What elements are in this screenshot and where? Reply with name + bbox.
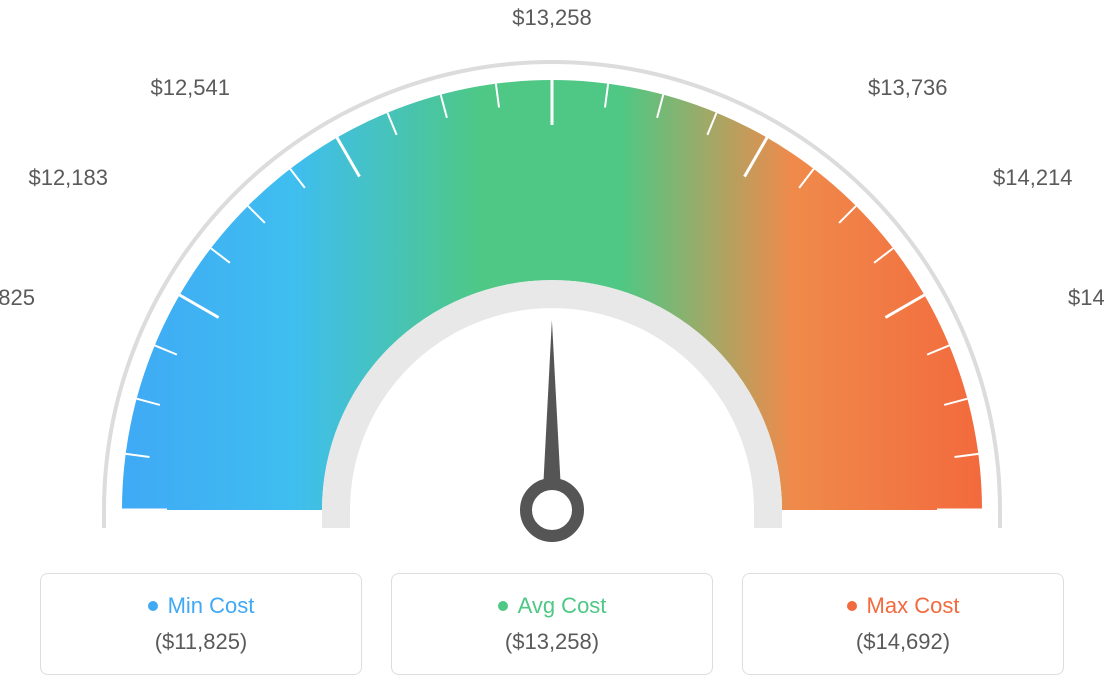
legend-title-max: Max Cost — [847, 593, 960, 619]
legend-card-avg: Avg Cost ($13,258) — [391, 573, 713, 675]
gauge-area: $11,825 $12,183 $12,541 $13,258 $13,736 $14,2… — [0, 0, 1104, 560]
legend-value: ($13,258) — [505, 629, 599, 655]
legend-label: Min Cost — [168, 593, 255, 619]
gauge-tick-label: $14,692 — [1068, 285, 1104, 311]
gauge-tick-label: $13,258 — [512, 5, 592, 31]
cost-gauge-chart: $11,825 $12,183 $12,541 $13,258 $13,736 $14,2… — [0, 0, 1104, 690]
legend-label: Max Cost — [867, 593, 960, 619]
gauge-tick-label: $12,183 — [28, 165, 108, 191]
dot-icon — [847, 601, 857, 611]
legend-value: ($11,825) — [155, 629, 248, 655]
gauge-tick-label: $13,736 — [868, 75, 948, 101]
gauge-tick-label: $11,825 — [0, 285, 35, 311]
gauge-tick-label: $14,214 — [993, 165, 1073, 191]
legend-value: ($14,692) — [856, 629, 950, 655]
gauge-tick-label: $12,541 — [150, 75, 230, 101]
legend-card-min: Min Cost ($11,825) — [40, 573, 362, 675]
dot-icon — [498, 601, 508, 611]
legend-card-max: Max Cost ($14,692) — [742, 573, 1064, 675]
legend-label: Avg Cost — [518, 593, 607, 619]
legend-title-min: Min Cost — [148, 593, 255, 619]
legend-row: Min Cost ($11,825) Avg Cost ($13,258) Ma… — [0, 573, 1104, 675]
dot-icon — [148, 601, 158, 611]
gauge-svg — [0, 20, 1104, 580]
legend-title-avg: Avg Cost — [498, 593, 607, 619]
